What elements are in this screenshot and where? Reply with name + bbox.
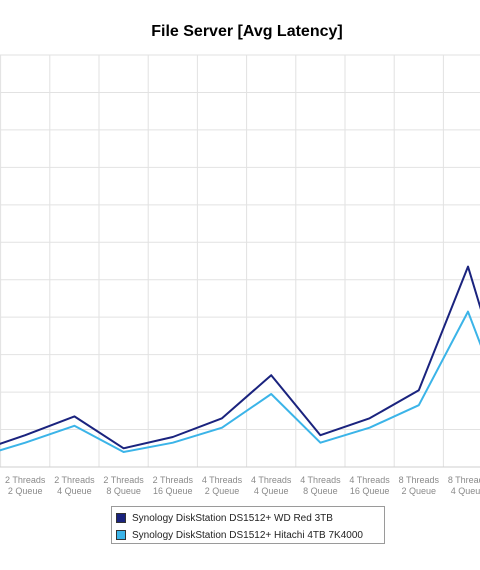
legend-label-wd-red: Synology DiskStation DS1512+ WD Red 3TB [132, 512, 333, 524]
x-tick-label: 2 Threads 16 Queue [153, 475, 194, 496]
legend-swatch-wd-red [116, 513, 126, 523]
legend-label-hitachi: Synology DiskStation DS1512+ Hitachi 4TB… [132, 529, 363, 541]
x-tick-label: 4 Threads 2 Queue [202, 475, 243, 496]
x-tick-label: 4 Threads 8 Queue [300, 475, 341, 496]
x-tick-label: 4 Threads 4 Queue [251, 475, 292, 496]
x-tick-label: 8 Threads 2 Queue [399, 475, 440, 496]
chart-legend: Synology DiskStation DS1512+ WD Red 3TB … [111, 506, 385, 544]
legend-item-hitachi: Synology DiskStation DS1512+ Hitachi 4TB… [116, 528, 363, 542]
x-tick-label: 2 Threads 8 Queue [103, 475, 144, 496]
legend-swatch-hitachi [116, 530, 126, 540]
chart-series-lines [0, 265, 480, 453]
chart-title: File Server [Avg Latency] [151, 23, 342, 40]
legend-item-wd-red: Synology DiskStation DS1512+ WD Red 3TB [116, 511, 333, 525]
series-line-1 [0, 310, 480, 453]
x-tick-label: 2 Threads 4 Queue [54, 475, 95, 496]
series-line-0 [0, 265, 480, 450]
x-tick-label: 4 Threads 16 Queue [349, 475, 390, 496]
chart-grid [0, 54, 480, 468]
x-tick-label: 2 Threads 2 Queue [5, 475, 46, 496]
